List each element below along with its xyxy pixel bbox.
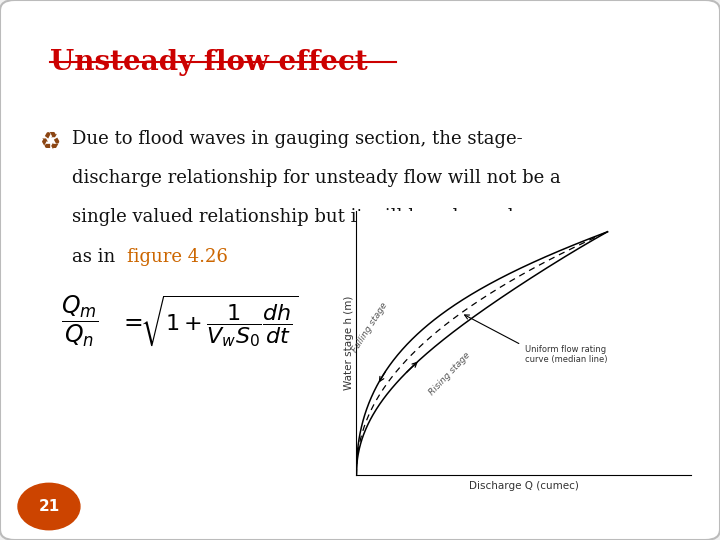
Y-axis label: Water stage h (m): Water stage h (m) xyxy=(343,296,354,390)
Text: Falling stage: Falling stage xyxy=(351,301,390,354)
X-axis label: Discharge Q (cumec): Discharge Q (cumec) xyxy=(469,481,579,491)
Text: ♻: ♻ xyxy=(40,130,60,153)
Text: as in: as in xyxy=(72,248,121,266)
Text: discharge relationship for unsteady flow will not be a: discharge relationship for unsteady flow… xyxy=(72,169,561,187)
Text: Rising stage: Rising stage xyxy=(428,351,472,397)
Circle shape xyxy=(18,483,80,530)
Text: Uniform flow rating
curve (median line): Uniform flow rating curve (median line) xyxy=(525,345,607,364)
Text: Due to flood waves in gauging section, the stage-: Due to flood waves in gauging section, t… xyxy=(72,130,523,147)
Text: Unsteady flow effect: Unsteady flow effect xyxy=(50,49,368,76)
Text: $\sqrt{1 + \dfrac{1}{V_w S_0} \dfrac{dh}{dt}}$: $\sqrt{1 + \dfrac{1}{V_w S_0} \dfrac{dh}… xyxy=(140,294,299,349)
Text: single valued relationship but it will be a looped curve: single valued relationship but it will b… xyxy=(72,208,571,226)
Text: $\dfrac{Q_m}{Q_n}$: $\dfrac{Q_m}{Q_n}$ xyxy=(61,293,99,349)
Text: figure 4.26: figure 4.26 xyxy=(127,248,228,266)
Text: 21: 21 xyxy=(38,499,60,514)
Text: $=$: $=$ xyxy=(119,309,143,333)
